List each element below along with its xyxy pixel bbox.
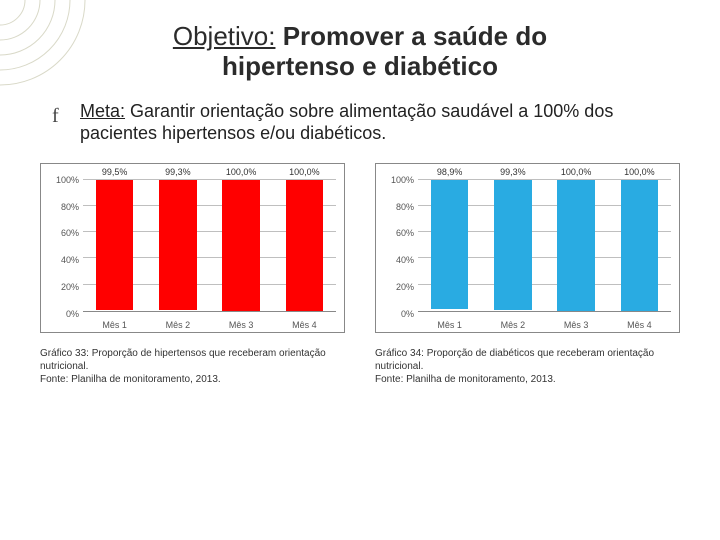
chart-left-caption: Gráfico 33: Proporção de hipertensos que…: [40, 347, 345, 386]
bar: [222, 180, 259, 311]
xtick-label: Mês 1: [437, 320, 462, 330]
bar-wrap: 99,3%: [490, 180, 536, 311]
bar: [286, 180, 323, 311]
ytick-label: 60%: [382, 228, 414, 238]
xtick-label: Mês 2: [501, 320, 526, 330]
bar: [431, 180, 468, 310]
bar: [621, 180, 658, 311]
bar: [494, 180, 531, 310]
bar-value-label: 100,0%: [561, 167, 592, 177]
xtick-label: Mês 3: [564, 320, 589, 330]
bar: [557, 180, 594, 311]
bar-value-label: 99,5%: [102, 167, 128, 177]
ytick-label: 0%: [47, 309, 79, 319]
ytick-label: 40%: [382, 255, 414, 265]
ytick-label: 40%: [47, 255, 79, 265]
xtick-label: Mês 4: [292, 320, 317, 330]
chart-left-box: 99,5%99,3%100,0%100,0% Mês 1Mês 2Mês 3Mê…: [40, 163, 345, 333]
ytick-label: 80%: [382, 202, 414, 212]
chart-right-panel: 98,9%99,3%100,0%100,0% Mês 1Mês 2Mês 3Mê…: [375, 163, 680, 386]
meta-text: f Meta: Garantir orientação sobre alimen…: [0, 82, 720, 145]
caption-line: Gráfico 33: Proporção de hipertensos que…: [40, 347, 345, 373]
xtick-label: Mês 4: [627, 320, 652, 330]
title-prefix: Objetivo:: [173, 21, 276, 51]
bar-wrap: 100,0%: [218, 180, 264, 311]
chart-right-box: 98,9%99,3%100,0%100,0% Mês 1Mês 2Mês 3Mê…: [375, 163, 680, 333]
bar-value-label: 100,0%: [624, 167, 655, 177]
bar: [96, 180, 133, 310]
bar-wrap: 99,5%: [92, 180, 138, 311]
ytick-label: 100%: [47, 175, 79, 185]
ytick-label: 20%: [47, 282, 79, 292]
xtick-label: Mês 2: [166, 320, 191, 330]
chart-left-plot: 99,5% 99,3% 100,0% 100,0%: [83, 180, 336, 312]
bar-value-label: 98,9%: [437, 167, 463, 177]
caption-line: Gráfico 34: Proporção de diabéticos que …: [375, 347, 680, 373]
ytick-label: 0%: [382, 309, 414, 319]
chart-left-xticks: Mês 1 Mês 2 Mês 3 Mês 4: [83, 320, 336, 330]
ytick-label: 60%: [47, 228, 79, 238]
meta-body: Garantir orientação sobre alimentação sa…: [80, 101, 613, 144]
bar: [159, 180, 196, 310]
bar-wrap: 99,3%: [155, 180, 201, 311]
bar-wrap: 98,9%: [427, 180, 473, 311]
chart-right-xticks: Mês 1 Mês 2 Mês 3 Mês 4: [418, 320, 671, 330]
ytick-label: 20%: [382, 282, 414, 292]
bar-value-label: 100,0%: [289, 167, 320, 177]
bar-wrap: 100,0%: [553, 180, 599, 311]
bar-value-label: 99,3%: [500, 167, 526, 177]
charts-row: 99,5%99,3%100,0%100,0% Mês 1Mês 2Mês 3Mê…: [0, 145, 720, 386]
chart-left-panel: 99,5%99,3%100,0%100,0% Mês 1Mês 2Mês 3Mê…: [40, 163, 345, 386]
chart-right-plot: 98,9% 99,3% 100,0% 100,0%: [418, 180, 671, 312]
caption-line: Fonte: Planilha de monitoramento, 2013.: [375, 373, 680, 386]
chart-right-caption: Gráfico 34: Proporção de diabéticos que …: [375, 347, 680, 386]
xtick-label: Mês 3: [229, 320, 254, 330]
bar-wrap: 100,0%: [617, 180, 663, 311]
title-rest: Promover a saúde do: [275, 21, 547, 51]
bar-value-label: 100,0%: [226, 167, 257, 177]
ytick-label: 80%: [47, 202, 79, 212]
slide-title: Objetivo: Promover a saúde do hipertenso…: [0, 0, 720, 82]
caption-line: Fonte: Planilha de monitoramento, 2013.: [40, 373, 345, 386]
bar-wrap: 100,0%: [282, 180, 328, 311]
bars-group: 98,9% 99,3% 100,0% 100,0%: [418, 180, 671, 311]
ytick-label: 100%: [382, 175, 414, 185]
bullet-icon: f: [52, 104, 59, 129]
title-line2: hipertenso e diabético: [0, 52, 720, 82]
xtick-label: Mês 1: [102, 320, 127, 330]
bars-group: 99,5% 99,3% 100,0% 100,0%: [83, 180, 336, 311]
meta-label: Meta:: [80, 101, 125, 121]
bar-value-label: 99,3%: [165, 167, 191, 177]
